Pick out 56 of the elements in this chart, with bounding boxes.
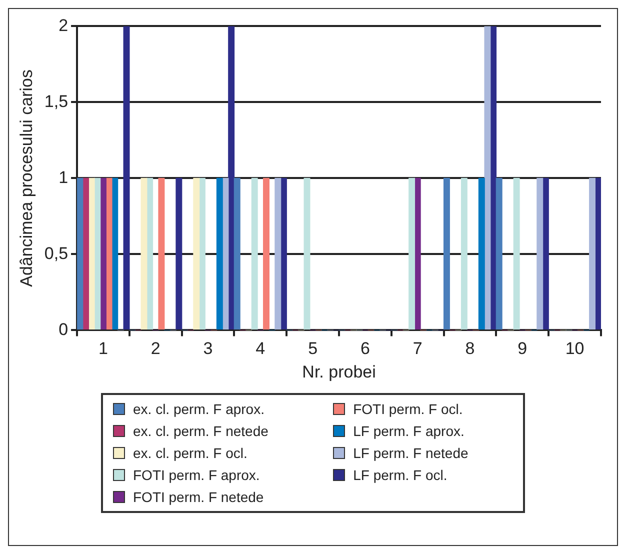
bar — [140, 178, 148, 330]
x-axis-title: Nr. probei — [302, 362, 376, 382]
bar — [146, 178, 154, 330]
bar — [158, 178, 165, 330]
legend-label: FOTI perm. F netede — [133, 489, 264, 505]
legend-label: ex. cl. perm. F ocl. — [133, 445, 248, 461]
bar — [536, 178, 544, 330]
bar — [478, 178, 485, 330]
bar — [408, 178, 416, 330]
x-tick-label: 10 — [565, 339, 584, 358]
x-tick-label: 2 — [150, 339, 160, 358]
x-tick-label: 1 — [98, 339, 108, 358]
bar — [228, 26, 235, 330]
x-tick-label: 9 — [518, 339, 528, 358]
y-tick-label: 2 — [58, 16, 68, 35]
x-tick-label: 7 — [412, 339, 422, 358]
bar — [198, 178, 206, 330]
bar — [484, 26, 491, 330]
y-axis-title: Adâncimea procesului carios — [16, 70, 36, 287]
legend-label: LF perm. F aprox. — [353, 423, 464, 439]
bar — [274, 178, 282, 330]
bar — [414, 178, 421, 330]
x-tick-label: 3 — [203, 339, 213, 358]
legend-label: LF perm. F netede — [353, 445, 468, 461]
bar — [100, 178, 106, 330]
y-tick-label: 0 — [58, 320, 68, 339]
bar — [82, 178, 90, 330]
bar — [280, 178, 287, 330]
legend-label: ex. cl. perm. F aprox. — [133, 401, 264, 417]
bar — [304, 178, 310, 330]
legend-label: FOTI perm. F ocl. — [353, 401, 463, 417]
x-tick-label: 8 — [465, 339, 475, 358]
bar — [123, 26, 130, 330]
x-tick-label: 4 — [256, 339, 266, 358]
bar — [216, 178, 223, 330]
bar — [176, 178, 182, 330]
bar — [542, 178, 549, 330]
legend-label: ex. cl. perm. F netede — [133, 423, 268, 439]
bar — [234, 178, 240, 330]
y-tick-label: 1 — [58, 168, 68, 187]
bar — [193, 178, 200, 330]
bar — [263, 178, 270, 330]
bar — [496, 178, 502, 330]
bar — [251, 178, 258, 330]
x-tick-label: 6 — [360, 339, 370, 358]
legend-label: LF perm. F ocl. — [353, 467, 448, 483]
y-tick-label: 0,5 — [44, 244, 68, 263]
bar — [443, 178, 450, 330]
x-tick-label: 5 — [308, 339, 318, 358]
bar — [88, 178, 95, 330]
y-tick-label: 1,5 — [44, 92, 68, 111]
bar — [513, 178, 520, 330]
bar — [589, 178, 596, 330]
bar — [460, 178, 468, 330]
legend-label: FOTI perm. F aprox. — [133, 467, 260, 483]
bar — [106, 178, 112, 330]
